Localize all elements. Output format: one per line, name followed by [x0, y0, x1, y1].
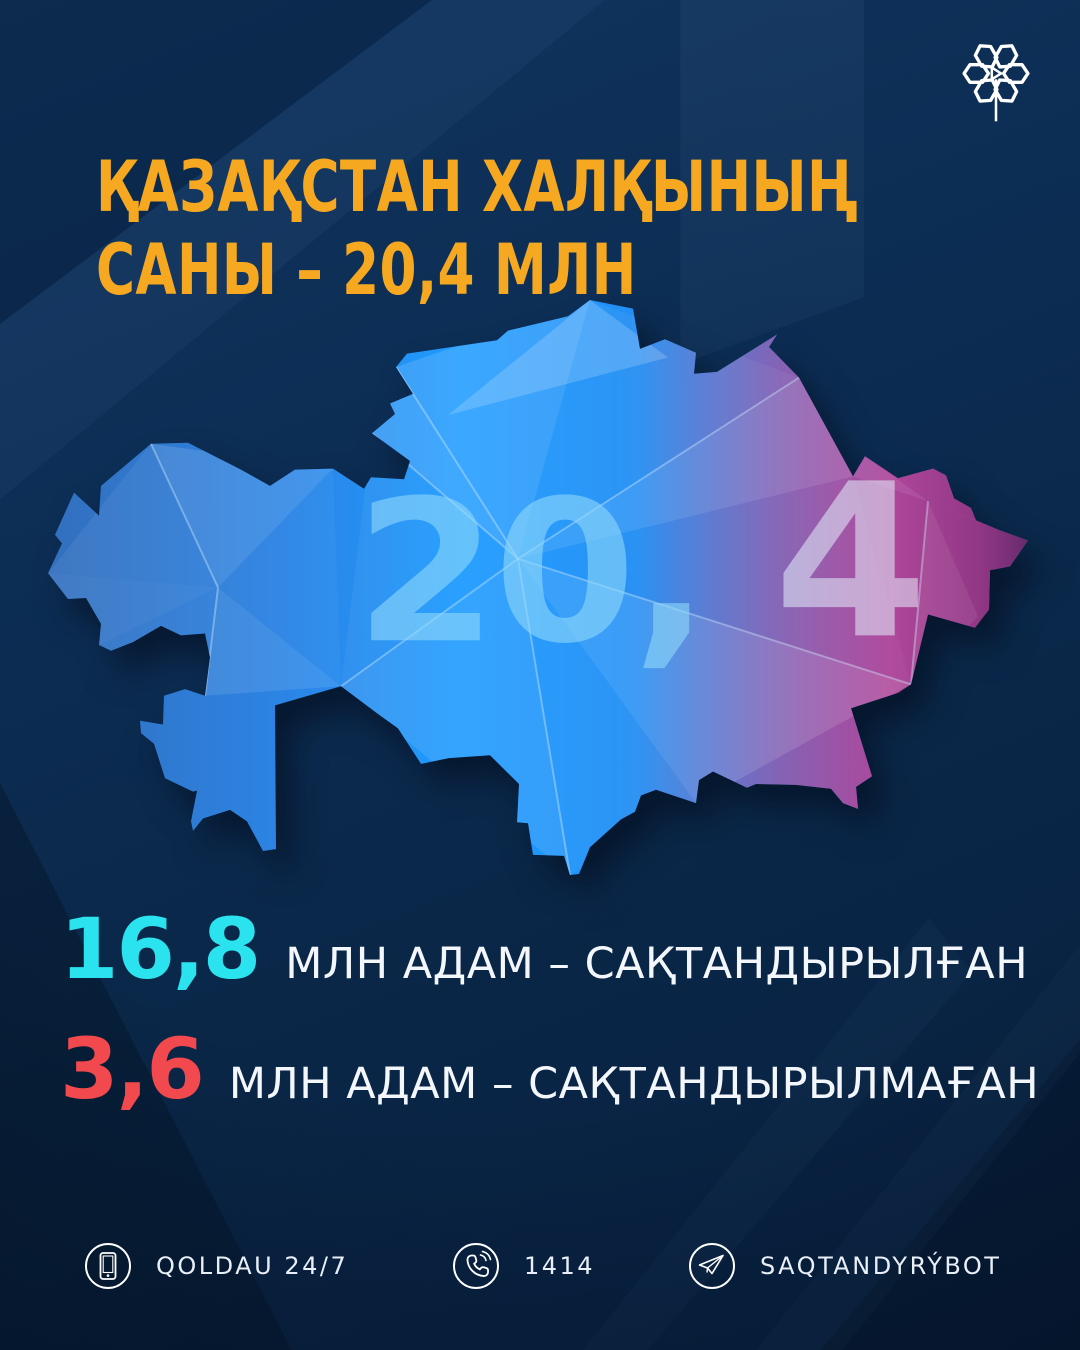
insured-value: 16,8 [60, 900, 261, 998]
footer-label-support: QOLDAU 24/7 [156, 1252, 349, 1280]
phone-call-icon [453, 1243, 499, 1289]
footer-item-support: QOLDAU 24/7 [84, 1242, 348, 1290]
stat-insured: 16,8 МЛН АДАМ – САҚТАНДЫРЫЛҒАН [60, 900, 1050, 998]
stats-block: 16,8 МЛН АДАМ – САҚТАНДЫРЫЛҒАН 3,6 МЛН А… [60, 900, 1050, 1140]
stat-uninsured: 3,6 МЛН АДАМ – САҚТАНДЫРЫЛМАҒАН [60, 1020, 1050, 1118]
uninsured-label: МЛН АДАМ – САҚТАНДЫРЫЛМАҒАН [228, 1059, 1040, 1109]
title-line-2: САНЫ – 20,4 МЛН [96, 228, 637, 311]
uninsured-value: 3,6 [60, 1020, 205, 1118]
page-title: ҚАЗАҚСТАН ХАЛҚЫНЫҢ САНЫ – 20,4 МЛН [96, 146, 858, 311]
footer-label-bot: SAQTANDYRÝBOT [760, 1252, 1002, 1280]
footer-item-phone: 1414 [452, 1242, 595, 1290]
footer-label-phone: 1414 [524, 1252, 596, 1280]
insured-label: МЛН АДАМ – САҚТАНДЫРЫЛҒАН [285, 939, 1029, 989]
smartphone-icon [85, 1243, 131, 1289]
title-line-1: ҚАЗАҚСТАН ХАЛҚЫНЫҢ [96, 146, 859, 228]
footer-contacts: QOLDAU 24/7 1414 SAQTANDYRÝBOT [0, 1242, 1080, 1306]
kazakhstan-map: 20, 4 [48, 300, 1028, 875]
footer-item-bot: SAQTANDYRÝBOT [688, 1242, 1001, 1290]
paper-plane-icon [689, 1243, 735, 1289]
map-population-overlay: 20, 4 [355, 439, 924, 687]
fund-emblem-icon [962, 44, 1030, 122]
